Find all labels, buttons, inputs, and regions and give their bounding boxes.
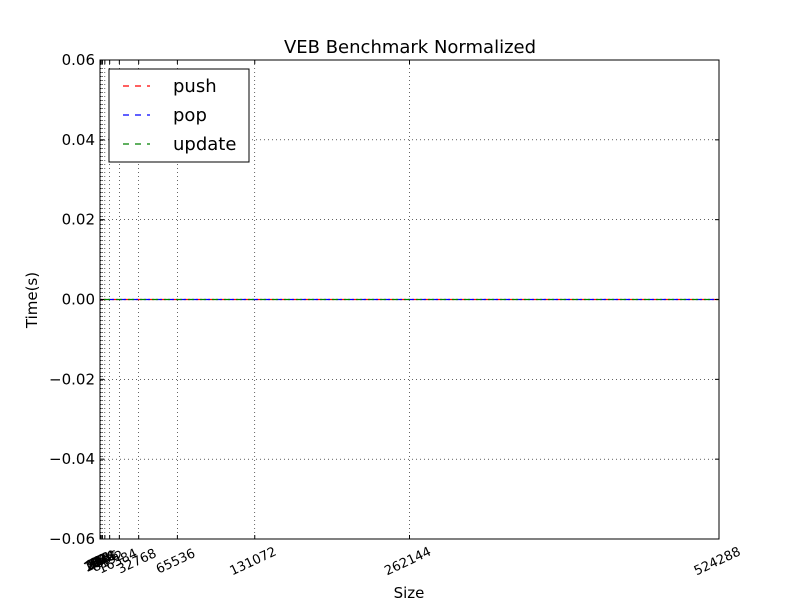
x-axis-label: Size: [394, 584, 425, 600]
x-tick-label: 32: [88, 552, 109, 573]
x-tick-label: 16: [88, 552, 109, 573]
legend-label-pop: pop: [173, 105, 207, 126]
y-tick-label: 0.00: [62, 291, 95, 309]
x-axis: 2481632641282565121024204840968192163843…: [82, 60, 743, 579]
y-tick-label: −0.06: [49, 530, 95, 548]
y-tick-label: 0.04: [62, 131, 95, 149]
y-tick-label: −0.04: [49, 450, 95, 468]
legend-label-update: update: [173, 134, 236, 155]
y-tick-label: −0.02: [49, 370, 95, 388]
legend-label-push: push: [173, 76, 217, 97]
legend: push pop update: [108, 68, 250, 163]
legend-box: [108, 68, 250, 163]
y-axis-label: Time(s): [23, 272, 41, 329]
x-tick-label: 64: [88, 552, 109, 573]
chart-title: VEB Benchmark Normalized: [284, 37, 536, 58]
y-tick-label: 0.02: [62, 211, 95, 229]
y-tick-label: 0.06: [62, 51, 95, 69]
y-axis: −0.06 −0.04 −0.02 0.00 0.02 0.04 0.06: [49, 51, 719, 548]
